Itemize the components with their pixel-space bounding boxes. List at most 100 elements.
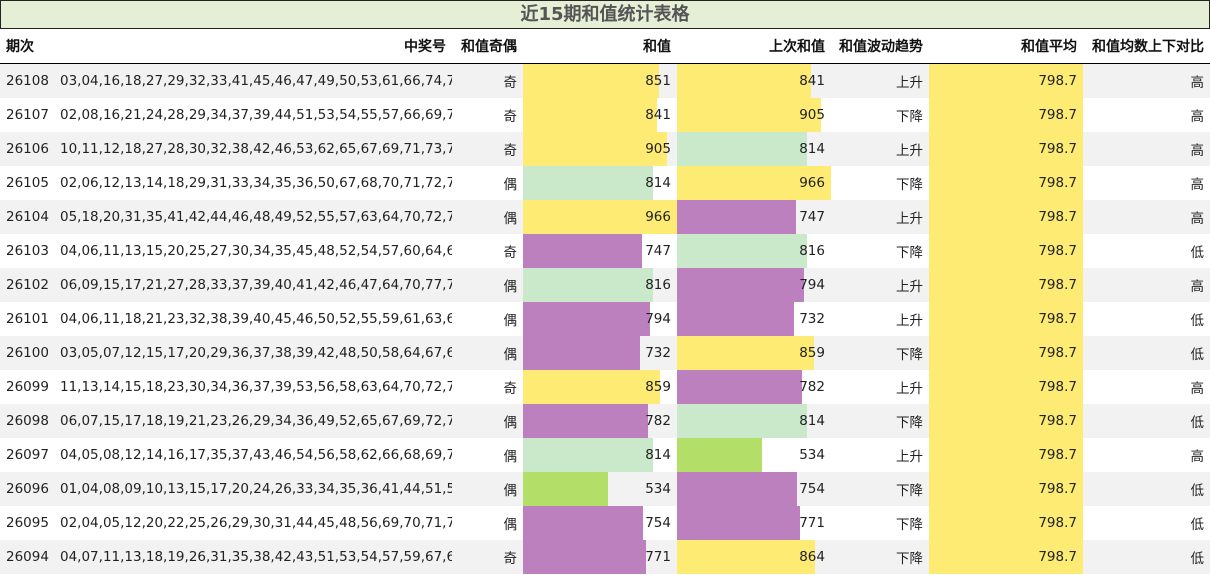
cell-issue: 26099 bbox=[0, 370, 54, 404]
cell-avg: 798.7 bbox=[929, 166, 1083, 200]
cell-compare: 低 bbox=[1083, 472, 1210, 506]
cell-issue: 26096 bbox=[0, 472, 54, 506]
cell-parity: 偶 bbox=[452, 506, 523, 540]
sum-stats-table: 期次 中奖号 和值奇偶 和值 上次和值 和值波动趋势 和值平均 和值均数上下对比… bbox=[0, 29, 1210, 574]
value-bar bbox=[523, 404, 648, 438]
cell-numbers: 04,06,11,13,15,20,25,27,30,34,35,45,48,5… bbox=[54, 234, 452, 268]
value-bar bbox=[677, 166, 831, 200]
value-label: 747 bbox=[645, 243, 671, 259]
cell-compare: 高 bbox=[1083, 132, 1210, 166]
value-bar bbox=[523, 234, 642, 268]
cell-avg: 798.7 bbox=[929, 370, 1083, 404]
cell-trend: 下降 bbox=[831, 506, 929, 540]
cell-compare: 低 bbox=[1083, 302, 1210, 336]
table-row: 26108 03,04,16,18,27,29,32,33,41,45,46,47… bbox=[0, 63, 1210, 98]
value-label: 905 bbox=[799, 107, 825, 123]
table-title: 近15期和值统计表格 bbox=[0, 0, 1210, 29]
cell-parity: 奇 bbox=[452, 132, 523, 166]
cell-parity: 偶 bbox=[452, 200, 523, 234]
cell-trend: 下降 bbox=[831, 404, 929, 438]
value-label: 859 bbox=[799, 345, 825, 361]
table-row: 26101 04,06,11,18,21,23,32,38,39,40,45,46… bbox=[0, 302, 1210, 336]
table-row: 26097 04,05,08,12,14,16,17,35,37,43,46,54… bbox=[0, 438, 1210, 472]
value-label: 905 bbox=[645, 141, 671, 157]
cell-avg: 798.7 bbox=[929, 302, 1083, 336]
value-label: 771 bbox=[645, 549, 671, 565]
table-row: 26104 05,18,20,31,35,41,42,44,46,48,49,52… bbox=[0, 200, 1210, 234]
value-bar bbox=[523, 98, 657, 132]
cell-parity: 奇 bbox=[452, 370, 523, 404]
cell-sum: 732 bbox=[523, 336, 677, 370]
cell-issue: 26100 bbox=[0, 336, 54, 370]
cell-trend: 上升 bbox=[831, 268, 929, 302]
cell-trend: 上升 bbox=[831, 63, 929, 98]
value-label: 841 bbox=[645, 107, 671, 123]
value-bar bbox=[523, 64, 659, 98]
table-body: 26108 03,04,16,18,27,29,32,33,41,45,46,47… bbox=[0, 63, 1210, 574]
value-label: 814 bbox=[799, 141, 825, 157]
cell-sum: 534 bbox=[523, 472, 677, 506]
value-label: 747 bbox=[799, 209, 825, 225]
cell-issue: 26095 bbox=[0, 506, 54, 540]
cell-parity: 偶 bbox=[452, 268, 523, 302]
cell-sum: 754 bbox=[523, 506, 677, 540]
cell-parity: 偶 bbox=[452, 438, 523, 472]
table-row: 26107 02,08,16,21,24,28,29,34,37,39,44,51… bbox=[0, 98, 1210, 132]
cell-sum: 905 bbox=[523, 132, 677, 166]
header-issue: 期次 bbox=[0, 29, 54, 64]
cell-trend: 下降 bbox=[831, 166, 929, 200]
value-bar bbox=[677, 234, 807, 268]
table-row: 26103 04,06,11,13,15,20,25,27,30,34,35,45… bbox=[0, 234, 1210, 268]
value-bar bbox=[677, 438, 762, 472]
cell-compare: 高 bbox=[1083, 268, 1210, 302]
cell-trend: 上升 bbox=[831, 200, 929, 234]
table-row: 26105 02,06,12,13,14,18,29,31,33,34,35,36… bbox=[0, 166, 1210, 200]
table-row: 26106 10,11,12,18,27,28,30,32,38,42,46,53… bbox=[0, 132, 1210, 166]
cell-prev-sum: 534 bbox=[677, 438, 831, 472]
cell-numbers: 04,06,11,18,21,23,32,38,39,40,45,46,50,5… bbox=[54, 302, 452, 336]
cell-trend: 上升 bbox=[831, 302, 929, 336]
cell-compare: 高 bbox=[1083, 166, 1210, 200]
header-sum: 和值 bbox=[523, 29, 677, 64]
cell-sum: 814 bbox=[523, 166, 677, 200]
table-row: 26096 01,04,08,09,10,13,15,17,20,24,26,33… bbox=[0, 472, 1210, 506]
cell-numbers: 03,05,07,12,15,17,20,29,36,37,38,39,42,4… bbox=[54, 336, 452, 370]
value-label: 816 bbox=[799, 243, 825, 259]
header-numbers: 中奖号 bbox=[54, 29, 452, 64]
value-label: 534 bbox=[645, 481, 671, 497]
value-label: 732 bbox=[645, 345, 671, 361]
cell-trend: 下降 bbox=[831, 472, 929, 506]
cell-sum: 966 bbox=[523, 200, 677, 234]
value-bar bbox=[523, 268, 653, 302]
cell-prev-sum: 816 bbox=[677, 234, 831, 268]
header-avg: 和值平均 bbox=[929, 29, 1083, 64]
cell-compare: 低 bbox=[1083, 506, 1210, 540]
value-bar bbox=[677, 200, 796, 234]
cell-trend: 下降 bbox=[831, 336, 929, 370]
cell-issue: 26103 bbox=[0, 234, 54, 268]
cell-compare: 低 bbox=[1083, 234, 1210, 268]
value-label: 864 bbox=[799, 549, 825, 565]
cell-avg: 798.7 bbox=[929, 472, 1083, 506]
value-bar bbox=[523, 302, 650, 336]
cell-issue: 26101 bbox=[0, 302, 54, 336]
cell-parity: 偶 bbox=[452, 166, 523, 200]
value-bar bbox=[677, 302, 794, 336]
cell-issue: 26102 bbox=[0, 268, 54, 302]
cell-prev-sum: 794 bbox=[677, 268, 831, 302]
cell-avg: 798.7 bbox=[929, 234, 1083, 268]
value-label: 814 bbox=[645, 175, 671, 191]
value-bar bbox=[677, 506, 800, 540]
cell-sum: 859 bbox=[523, 370, 677, 404]
cell-trend: 下降 bbox=[831, 234, 929, 268]
value-bar bbox=[677, 370, 802, 404]
value-bar bbox=[677, 540, 815, 574]
table-row: 26094 04,07,11,13,18,19,26,31,35,38,42,43… bbox=[0, 540, 1210, 574]
value-bar bbox=[677, 98, 821, 132]
table-row: 26095 02,04,05,12,20,22,25,26,29,30,31,44… bbox=[0, 506, 1210, 540]
header-parity: 和值奇偶 bbox=[452, 29, 523, 64]
cell-trend: 下降 bbox=[831, 98, 929, 132]
cell-numbers: 02,08,16,21,24,28,29,34,37,39,44,51,53,5… bbox=[54, 98, 452, 132]
cell-numbers: 01,04,08,09,10,13,15,17,20,24,26,33,34,3… bbox=[54, 472, 452, 506]
